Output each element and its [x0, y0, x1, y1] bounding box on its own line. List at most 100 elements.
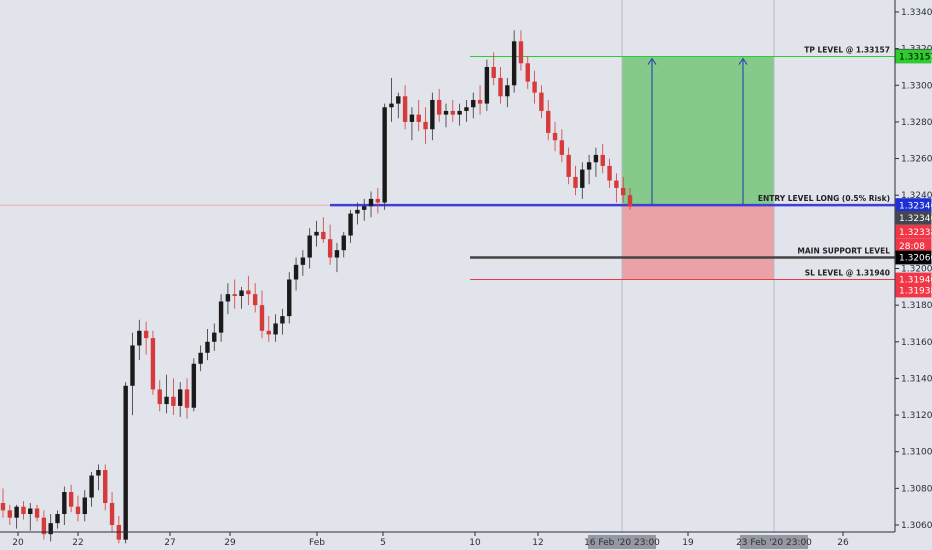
price-tags: 1.331611.331571.323461.323461.3233828:08…: [895, 48, 932, 298]
candle-body: [593, 154, 599, 163]
target-arrow-head: [738, 57, 748, 65]
candle-body: [368, 198, 374, 207]
price-tag-label: 1.31938: [899, 287, 932, 297]
time-tick-label: Feb: [309, 538, 325, 548]
candle-body: [498, 77, 503, 97]
profit-zone: [622, 56, 774, 206]
candle-body: [103, 470, 108, 504]
candle-body: [559, 140, 565, 155]
price-tick-label: 1.30800: [901, 484, 932, 494]
candle-body: [82, 497, 87, 515]
candle-body: [307, 235, 312, 258]
candle-body: [430, 99, 435, 130]
candle-body: [614, 180, 619, 188]
candle-body: [68, 492, 74, 507]
candle-body: [41, 517, 47, 535]
candle-body: [348, 213, 353, 236]
candle-body: [239, 290, 244, 296]
price-tick-label: 1.32400: [901, 191, 932, 201]
candle-body: [396, 96, 401, 104]
candle-body: [143, 330, 149, 339]
time-highlight-label: 23 Feb '20 23:00: [736, 538, 812, 548]
candle-body: [21, 506, 26, 515]
price-tick-label: 1.32600: [901, 155, 932, 165]
price-tag-box: [895, 224, 932, 239]
price-tag-label: 1.32338: [899, 228, 932, 238]
candle-body: [252, 294, 258, 306]
candle-body: [464, 107, 469, 111]
candle-body: [75, 506, 81, 515]
candle-body: [382, 107, 387, 203]
candle-body: [443, 110, 449, 115]
candle-body: [505, 85, 510, 97]
candle-body: [409, 114, 415, 122]
candle-body: [321, 231, 326, 240]
candle-body: [164, 396, 169, 405]
candle-body: [137, 330, 142, 346]
target-arrows: [647, 57, 748, 206]
time-tick-label: 26: [837, 538, 849, 548]
candle-body: [150, 338, 156, 390]
candle-body: [157, 389, 162, 405]
price-tag-box: [895, 211, 932, 225]
candle-body: [28, 508, 33, 515]
candle-body: [327, 239, 333, 258]
price-tick-label: 1.32800: [901, 118, 932, 128]
time-axis[interactable]: 20 22 27 29 Feb 5 10 12 19 26 16 Feb '20 23:00 23 F…: [0, 531, 895, 549]
price-tag-label: 1.33157: [899, 53, 932, 63]
candle-body: [246, 290, 251, 295]
price-axis[interactable]: 1.334001.332001.330001.328001.326001.324…: [894, 0, 932, 532]
candle-body: [184, 389, 190, 408]
price-tag-box: [895, 250, 932, 265]
candle-body: [484, 66, 490, 104]
candle-body: [491, 66, 496, 78]
candle-body: [34, 508, 40, 518]
candle-body: [191, 363, 197, 408]
sl-level-label: SL LEVEL @ 1.31940: [805, 268, 890, 277]
candle-body: [355, 209, 360, 214]
candle-body: [511, 41, 517, 86]
candle-body: [225, 294, 231, 302]
price-tick-label: 1.33400: [901, 8, 932, 18]
candle-body: [627, 195, 633, 207]
candle-body: [362, 206, 367, 210]
candle-body: [457, 110, 462, 115]
candle-body: [389, 103, 394, 108]
candle-body: [130, 345, 135, 386]
candle-body: [177, 389, 183, 406]
candle-body: [89, 475, 94, 498]
candle-body: [273, 323, 278, 335]
candlesticks: [0, 30, 633, 544]
candle-body: [402, 96, 408, 122]
candle-body: [341, 235, 346, 251]
tp-level-label: TP LEVEL @ 1.33157: [804, 46, 890, 55]
price-tag-label: 1.32346: [899, 214, 932, 224]
candle-body: [586, 162, 592, 170]
price-tag-label: 1.32346: [899, 201, 932, 211]
time-highlight-label: 16 Feb '20 23:00: [584, 538, 660, 548]
candle-body: [293, 264, 299, 280]
candle-body: [280, 316, 285, 324]
candle-body: [620, 187, 626, 196]
candle-body: [218, 301, 224, 333]
candle-body: [525, 63, 530, 82]
price-tag-label: 28:08: [899, 242, 925, 252]
candle-body: [205, 341, 210, 353]
time-tick-label: 19: [682, 538, 694, 548]
candle-body: [573, 176, 578, 188]
price-tag-box: [895, 49, 932, 64]
candle-body: [96, 470, 101, 476]
candle-body: [0, 503, 6, 511]
price-tick-label: 1.31600: [901, 338, 932, 348]
time-highlight-badge: [740, 535, 808, 549]
candle-body: [532, 81, 537, 93]
candle-body: [62, 492, 67, 515]
price-tag-label: 1.31940: [899, 276, 932, 286]
time-highlight-badge: [588, 535, 656, 549]
price-tag-box: [895, 283, 932, 298]
candle-body: [14, 506, 19, 518]
level-lines: TP LEVEL @ 1.33157 ENTRY LEVEL LONG (0.5%…: [0, 46, 895, 280]
position-zones: [622, 56, 774, 280]
